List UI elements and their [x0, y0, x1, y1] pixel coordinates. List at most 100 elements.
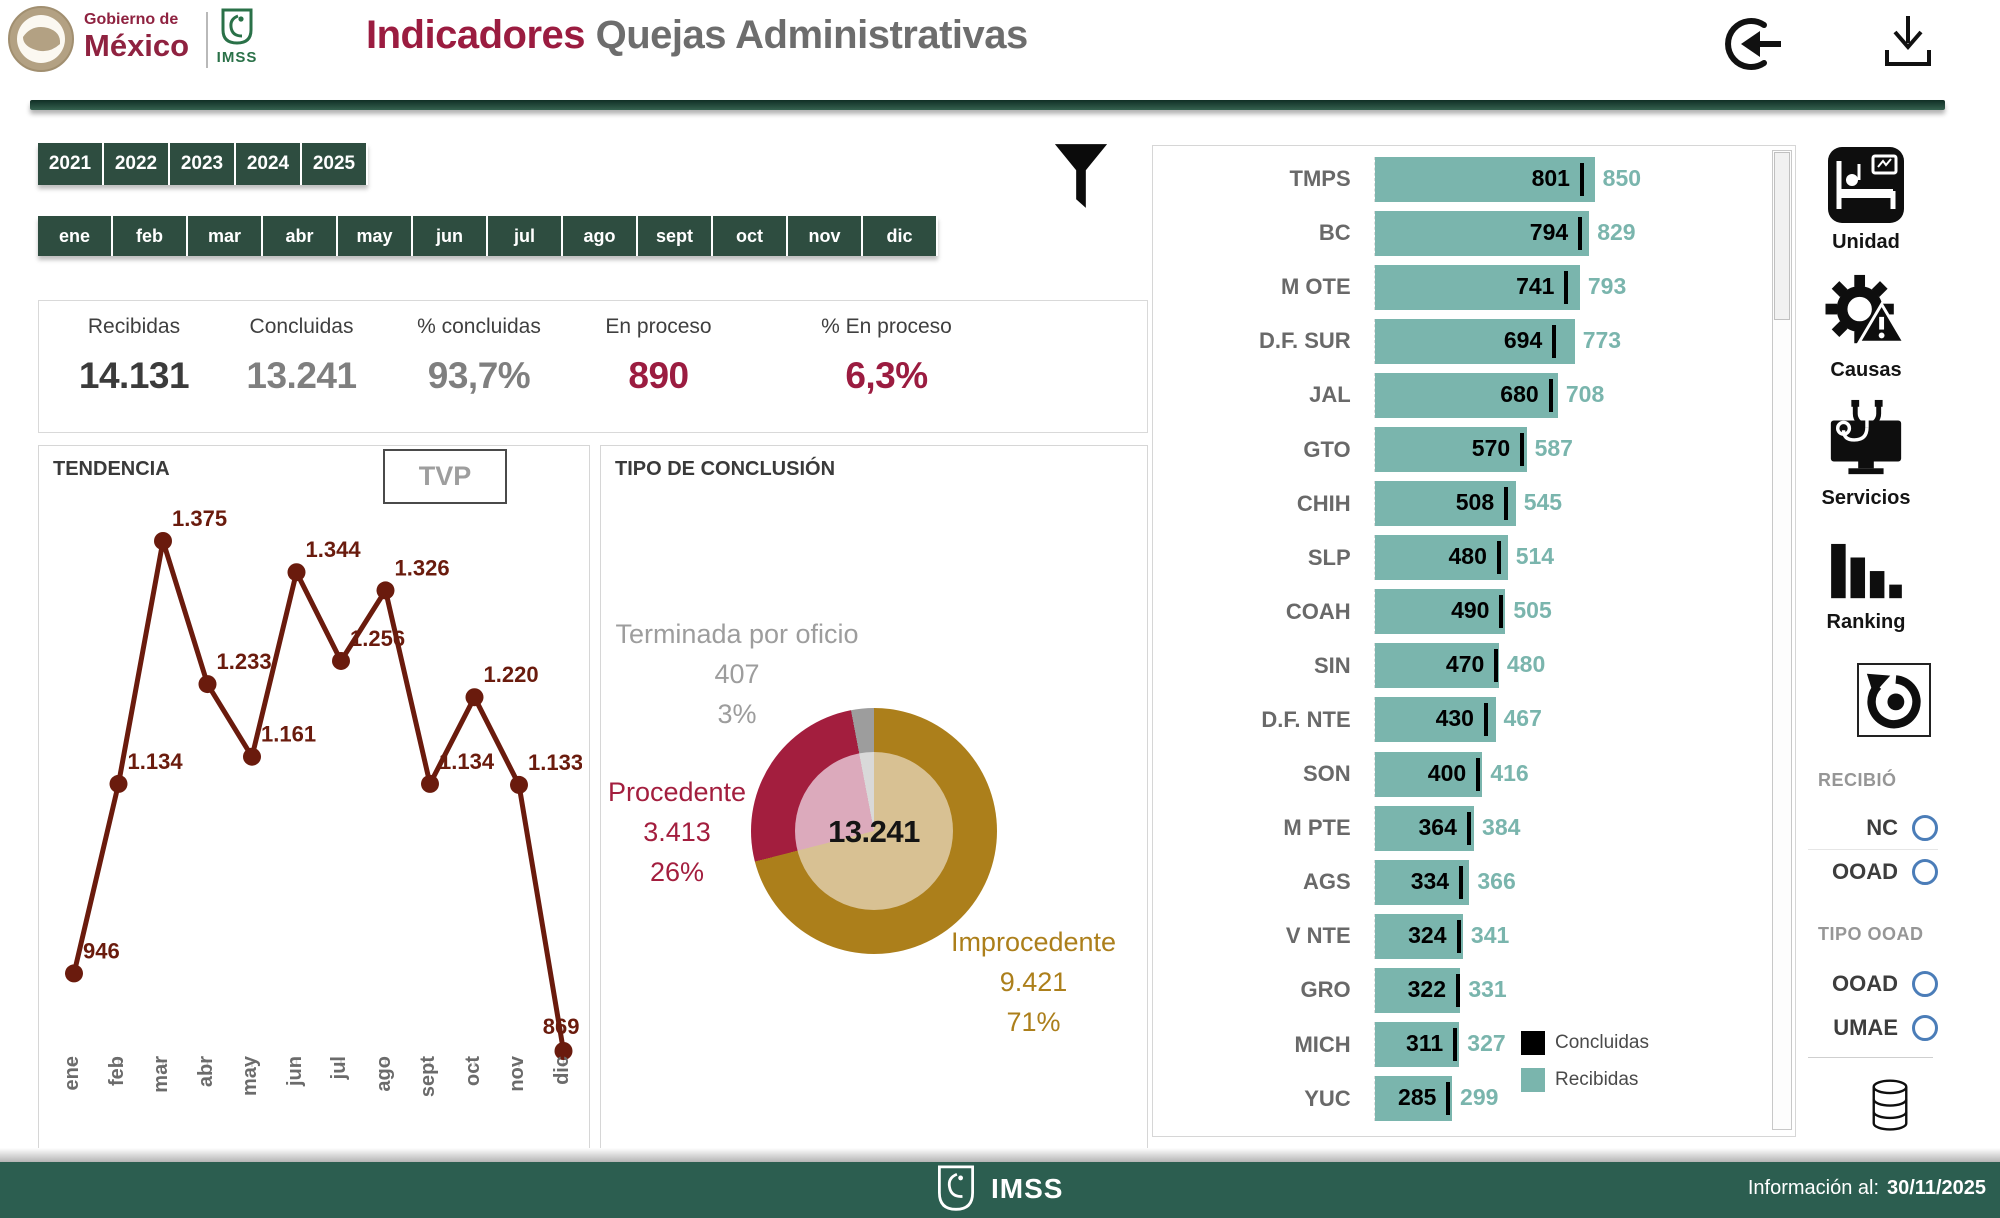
trend-point-jul[interactable] — [332, 651, 350, 670]
exit-icon[interactable] — [1722, 12, 1786, 81]
concluidas-tick — [1499, 595, 1504, 629]
ranking-row-ags[interactable]: AGS 334 366 — [1153, 855, 1753, 909]
ranking-bar-area: 741 793 — [1373, 264, 1753, 310]
trend-point-mar[interactable] — [154, 532, 172, 550]
month-button-mar[interactable]: mar — [188, 216, 263, 256]
reset-filters-button[interactable] — [1857, 663, 1931, 737]
year-button-2025[interactable]: 2025 — [302, 143, 368, 185]
trend-point-dic[interactable] — [554, 1042, 573, 1060]
ranking-row-son[interactable]: SON 400 416 — [1153, 747, 1753, 801]
recibidas-swatch — [1521, 1067, 1545, 1092]
kpi-label: % En proceso — [821, 315, 952, 338]
ranking-row-d-f-nte[interactable]: D.F. NTE 430 467 — [1153, 693, 1753, 747]
radio-option-nc[interactable]: NC — [1808, 806, 1938, 850]
recibidas-bar[interactable] — [1374, 805, 1475, 851]
trend-point-ago[interactable] — [376, 581, 395, 600]
trend-point-oct[interactable] — [465, 688, 484, 707]
ranking-scrollbar[interactable] — [1772, 150, 1792, 1130]
ranking-row-bc[interactable]: BC 794 829 — [1153, 206, 1753, 260]
recibidas-value: 505 — [1513, 597, 1552, 624]
recibidas-bar[interactable] — [1374, 427, 1527, 473]
month-button-jun[interactable]: jun — [413, 216, 488, 256]
recibidas-bar[interactable] — [1374, 913, 1463, 959]
trend-point-jun[interactable] — [287, 563, 306, 582]
legend-item-recibidas[interactable]: Recibidas — [1521, 1061, 1649, 1098]
concluidas-tick — [1455, 973, 1460, 1007]
download-icon[interactable] — [1880, 12, 1936, 75]
radio-option-ooad-2[interactable]: OOAD — [1808, 962, 1938, 1006]
month-button-jul[interactable]: jul — [488, 216, 563, 256]
ranking-row-sin[interactable]: SIN 470 480 — [1153, 639, 1753, 693]
year-button-2024[interactable]: 2024 — [236, 143, 302, 185]
recibidas-bar[interactable] — [1374, 210, 1590, 256]
ranking-row-chih[interactable]: CHIH 508 545 — [1153, 477, 1753, 531]
radio-button-nc[interactable] — [1912, 814, 1938, 841]
trend-point-may[interactable] — [243, 747, 261, 766]
ranking-row-coah[interactable]: COAH 490 505 — [1153, 585, 1753, 639]
concluidas-tick — [1548, 378, 1553, 412]
radio-button-umae[interactable] — [1912, 1015, 1938, 1041]
concluidas-tick — [1459, 865, 1464, 899]
month-button-feb[interactable]: feb — [113, 216, 188, 256]
slice-note-improcedente: Improcedente 9.421 71% — [931, 922, 1136, 1042]
recibidas-bar[interactable] — [1374, 481, 1516, 527]
ranking-row-yuc[interactable]: YUC 285 299 — [1153, 1072, 1753, 1126]
month-button-ene[interactable]: ene — [38, 216, 113, 256]
month-button-oct[interactable]: oct — [713, 216, 788, 256]
ranking-scrollbar-thumb[interactable] — [1774, 152, 1790, 320]
ranking-row-mich[interactable]: MICH 311 327 — [1153, 1018, 1753, 1072]
year-button-2023[interactable]: 2023 — [170, 143, 236, 185]
month-button-ago[interactable]: ago — [563, 216, 638, 256]
recibidas-bar[interactable] — [1374, 643, 1499, 689]
database-icon[interactable] — [1868, 1078, 1912, 1139]
filter-funnel-icon[interactable] — [1052, 138, 1110, 219]
trend-point-ene[interactable] — [65, 964, 83, 983]
trend-point-feb[interactable] — [109, 774, 128, 793]
sidebar-item-servicios[interactable]: Servicios — [1800, 398, 1932, 510]
radio-button-ooad[interactable] — [1912, 859, 1938, 885]
trend-point-nov[interactable] — [510, 775, 528, 794]
recibidas-bar[interactable] — [1374, 751, 1483, 797]
recibidas-bar[interactable] — [1374, 535, 1508, 581]
ranking-row-m-pte[interactable]: M PTE 364 384 — [1153, 801, 1753, 855]
ranking-row-m-ote[interactable]: M OTE 741 793 — [1153, 260, 1753, 314]
tvp-button[interactable]: TVP — [383, 449, 507, 504]
ranking-row-tmps[interactable]: TMPS 801 850 — [1153, 152, 1753, 206]
month-button-abr[interactable]: abr — [263, 216, 338, 256]
month-button-sept[interactable]: sept — [638, 216, 713, 256]
ranking-row-d-f-sur[interactable]: D.F. SUR 694 773 — [1153, 314, 1753, 368]
legend-item-concluidas[interactable]: Concluidas — [1521, 1024, 1649, 1061]
month-button-dic[interactable]: dic — [863, 216, 938, 256]
month-button-nov[interactable]: nov — [788, 216, 863, 256]
ranking-row-gto[interactable]: GTO 570 587 — [1153, 422, 1753, 476]
year-button-2021[interactable]: 2021 — [38, 143, 104, 185]
recibidas-bar[interactable] — [1374, 156, 1595, 202]
sidebar-item-causas[interactable]: Causas — [1800, 272, 1932, 382]
recibidas-bar[interactable] — [1374, 967, 1461, 1013]
trend-point-sept[interactable] — [421, 774, 439, 793]
slice-name: Procedente — [607, 777, 747, 807]
ranking-row-gro[interactable]: GRO 322 331 — [1153, 963, 1753, 1017]
ranking-row-jal[interactable]: JAL 680 708 — [1153, 368, 1753, 422]
month-button-may[interactable]: may — [338, 216, 413, 256]
recibidas-bar[interactable] — [1374, 372, 1558, 418]
recibidas-bar[interactable] — [1374, 589, 1506, 635]
radio-option-ooad[interactable]: OOAD — [1808, 850, 1938, 894]
recibidas-bar[interactable] — [1374, 318, 1575, 364]
sidebar-item-ranking[interactable]: Ranking — [1800, 542, 1932, 634]
recibidas-bar[interactable] — [1374, 859, 1470, 905]
recibidas-bar[interactable] — [1374, 697, 1496, 743]
ranking-category-label: V NTE — [1285, 923, 1351, 949]
year-filter: 2021 2022 2023 2024 2025 — [38, 143, 368, 185]
ranking-row-slp[interactable]: SLP 480 514 — [1153, 531, 1753, 585]
radio-button-ooad-2[interactable] — [1912, 971, 1938, 997]
recibidas-bar[interactable] — [1374, 1076, 1453, 1122]
recibidas-bar[interactable] — [1374, 1022, 1460, 1068]
year-button-2022[interactable]: 2022 — [104, 143, 170, 185]
ranking-category-label: MICH — [1294, 1031, 1351, 1057]
recibidas-bar[interactable] — [1374, 264, 1580, 310]
radio-option-umae[interactable]: UMAE — [1808, 1006, 1938, 1050]
ranking-row-v-nte[interactable]: V NTE 324 341 — [1153, 909, 1753, 963]
trend-point-abr[interactable] — [198, 675, 217, 694]
sidebar-item-unidad[interactable]: Unidad — [1800, 146, 1932, 254]
